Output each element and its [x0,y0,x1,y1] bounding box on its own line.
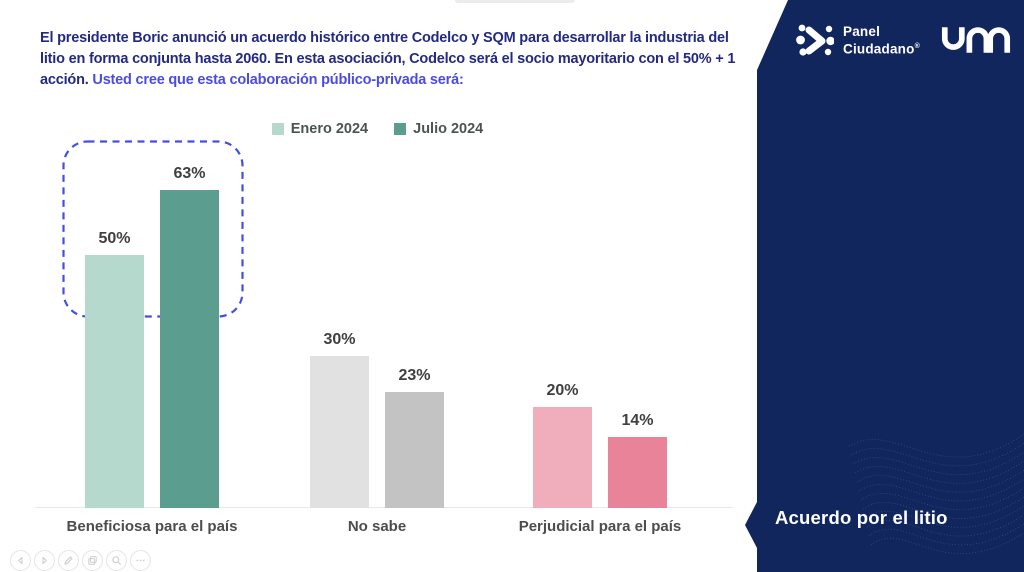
bar-value-label: 63% [173,165,206,182]
registered-mark: ® [914,42,920,50]
question-highlight: Usted cree que esta colaboración público… [92,72,464,88]
brand-line2: Ciudadano® [843,41,920,57]
legend-item: Enero 2024 [271,121,369,137]
toolbar-more-button[interactable] [130,550,151,571]
bar-value-label: 50% [98,230,131,247]
bar-julio-2024-cat2 [608,437,667,508]
legend-item: Julio 2024 [394,121,483,137]
panel-ciudadano-wordmark: Panel Ciudadano® [843,24,920,57]
question-text: El presidente Boric anunció un acuerdo h… [40,28,752,91]
x-axis-line [35,507,733,508]
legend-swatch [394,123,407,135]
bar-enero-2024-cat0 [85,255,144,508]
category-label: No sabe [347,518,407,535]
draw-icon [64,556,73,565]
toolbar-zoom-button[interactable] [106,550,127,571]
category-label: Perjudicial para el país [518,518,682,535]
top-toolbar-peek [455,0,575,3]
sidebar-panel [745,0,1024,572]
udd-logo [941,27,1010,53]
toolbar-next-button[interactable] [34,550,55,571]
bar-value-label: 30% [323,331,356,348]
bar-value-label: 20% [546,382,579,399]
legend-label: Enero 2024 [290,121,369,137]
wave-pattern-decoration [848,433,1024,554]
bar-enero-2024-cat1 [310,356,369,508]
category-label: Beneficiosa para el país [66,518,238,535]
toolbar-draw-button[interactable] [58,550,79,571]
more-icon [136,559,145,562]
zoom-icon [112,556,121,565]
legend-label: Julio 2024 [413,121,484,137]
chart-legend: Enero 2024 Julio 2024 [0,121,755,137]
duplicate-icon [88,556,97,565]
bar-value-label: 14% [621,412,654,429]
bar-value-label: 23% [398,367,431,384]
next-icon [42,556,47,565]
previous-icon [18,556,23,565]
viewer-toolbar [10,550,151,571]
brand-line1: Panel [843,23,881,39]
question-main: El presidente Boric anunció un acuerdo h… [40,30,736,88]
bar-chart: 50% 63% Beneficiosa para el país 30% 23% No s… [35,140,733,535]
bar-enero-2024-cat2 [533,407,592,508]
toolbar-duplicate-button[interactable] [82,550,103,571]
slide-title: Acuerdo por el litio [775,507,948,528]
bar-julio-2024-cat1 [385,392,444,508]
brand-lockup: Panel Ciudadano® [796,22,1011,58]
bar-julio-2024-cat0 [160,190,219,508]
panel-ciudadano-dots-icon [796,24,834,56]
dashed-highlight-box [62,140,244,318]
toolbar-previous-button[interactable] [10,550,31,571]
legend-swatch [271,123,284,135]
